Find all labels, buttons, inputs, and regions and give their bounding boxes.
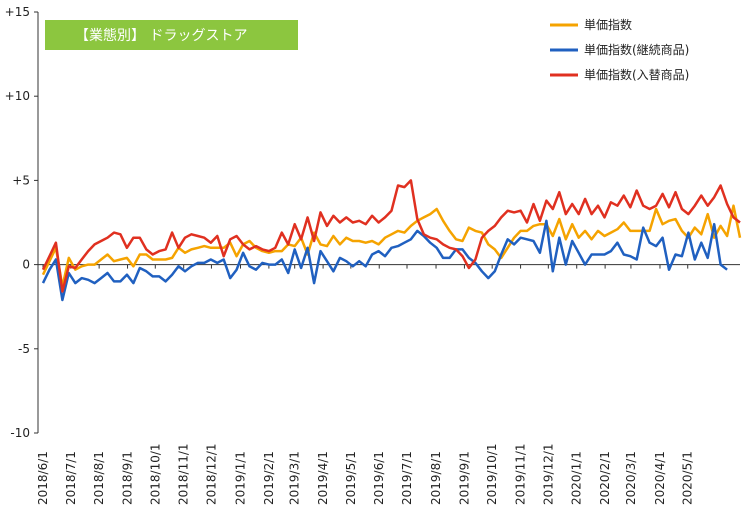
x-tick-label: 2018/6/1: [36, 451, 50, 505]
y-tick-label: +15: [5, 5, 30, 19]
x-tick-label: 2019/6/1: [372, 451, 386, 505]
y-tick-label: 0: [22, 258, 30, 272]
x-tick-label: 2019/5/1: [344, 451, 358, 505]
legend-label: 単価指数: [584, 17, 632, 32]
axes: +15 +10 +5 0 -5 -10 2018/6/1 2018/7/1 2018/8/1 20…: [5, 5, 740, 505]
x-tick-label: 2018/9/1: [121, 451, 135, 505]
x-tick-label: 2019/10/1: [485, 443, 499, 505]
y-tick-label: -5: [18, 342, 30, 356]
y-tick-label: +10: [5, 89, 30, 103]
x-tick-label: 2020/2/1: [598, 451, 612, 505]
x-tick-label: 2020/5/1: [681, 451, 695, 505]
x-tick-label: 2019/12/1: [541, 443, 555, 505]
x-tick-label: 2019/4/1: [316, 451, 330, 505]
legend-label: 単価指数(入替商品): [584, 67, 689, 82]
x-tick-label: 2020/4/1: [653, 451, 667, 505]
x-tick-label: 2018/11/1: [177, 443, 191, 505]
title-badge-background: [45, 20, 298, 50]
x-tick-label: 2019/9/1: [457, 451, 471, 505]
x-tick-label: 2019/8/1: [429, 451, 443, 505]
x-tick-label: 2019/1/1: [233, 451, 247, 505]
title-badge-text: 【業態別】 ドラッグストア: [75, 28, 247, 44]
series-lines: [41, 179, 742, 302]
x-tick-label: 2018/7/1: [64, 451, 78, 505]
x-tick-label: 2019/7/1: [400, 451, 414, 505]
x-tick-label: 2018/12/1: [204, 443, 218, 505]
series-line-1: [41, 204, 742, 288]
y-tick-label: +5: [12, 173, 30, 187]
x-tick-label: 2020/1/1: [570, 451, 584, 505]
x-tick-label: 2018/10/1: [148, 443, 162, 505]
x-tick-label: 2018/8/1: [92, 451, 106, 505]
x-tick-label: 2019/2/1: [262, 451, 276, 505]
series-line-3: [41, 179, 741, 293]
x-tick-label: 2020/3/1: [624, 451, 638, 505]
y-tick-label: -10: [10, 426, 30, 440]
legend-label: 単価指数(継続商品): [584, 42, 689, 57]
series-line-2: [41, 219, 728, 302]
x-tick-label: 2019/11/1: [514, 443, 528, 505]
x-tick-label: 2019/3/1: [288, 451, 302, 505]
title-badge: 【業態別】 ドラッグストア: [45, 20, 298, 50]
